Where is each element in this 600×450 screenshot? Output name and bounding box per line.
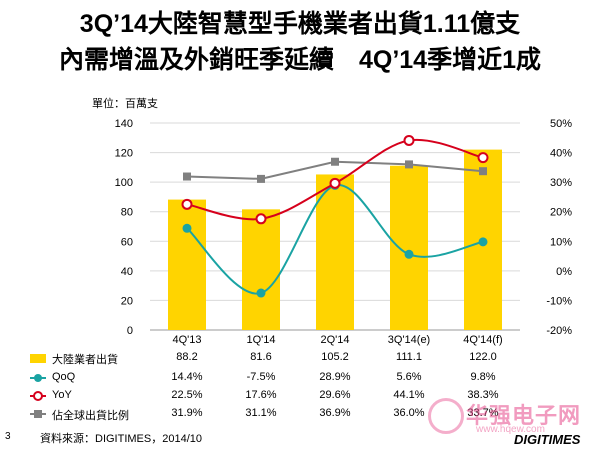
- table-cell: 36.9%: [319, 407, 351, 419]
- legend-key-qoq: [30, 370, 46, 386]
- chart-title-line2: 內需增溫及外銷旺季延續 4Q’14季增近1成: [58, 46, 541, 74]
- table-row: 大陸業者出貨 88.2 81.6 105.2 111.1 122.0: [0, 350, 600, 366]
- table-cell: 29.6%: [319, 389, 351, 401]
- y-left-tick-label: 120: [115, 148, 133, 160]
- watermark-logo-icon: [428, 398, 464, 434]
- legend-key-bar: [30, 350, 46, 366]
- y-left-tick-label: 0: [127, 325, 133, 337]
- x-tick-label: 4Q'13: [172, 334, 201, 346]
- table-row: YoY 22.5% 17.6% 29.6% 44.1% 38.3%: [0, 388, 600, 404]
- y-right-tick-label: 40%: [550, 148, 572, 160]
- table-cell: 31.1%: [245, 407, 277, 419]
- table-cell: 22.5%: [171, 389, 203, 401]
- yoy-point: [403, 134, 415, 146]
- table-row: QoQ 14.4% -7.5% 28.9% 5.6% 9.8%: [0, 370, 600, 386]
- qoq-point: [182, 223, 192, 233]
- qoq-point: [256, 288, 266, 298]
- x-tick-label: 4Q'14(f): [463, 334, 502, 346]
- share-point: [479, 167, 487, 176]
- table-cell: 5.6%: [396, 371, 422, 383]
- y-right-tick-label: 0%: [556, 266, 572, 278]
- page-number: 3: [5, 431, 11, 442]
- share-point: [405, 160, 413, 169]
- table-cell: 44.1%: [393, 389, 425, 401]
- bar: [390, 165, 428, 330]
- table-cell: 9.8%: [470, 371, 496, 383]
- watermark-text: 华强电子网: [466, 403, 582, 428]
- x-tick-label: 3Q'14(e): [388, 334, 430, 346]
- y-left-tick-label: 60: [121, 236, 133, 248]
- table-cell: 14.4%: [171, 371, 203, 383]
- yoy-point: [477, 152, 489, 164]
- y-right-tick-label: -10%: [546, 295, 572, 307]
- yoy-point: [329, 177, 341, 189]
- x-tick-label: 1Q'14: [246, 334, 275, 346]
- y-right-tick-label: 20%: [550, 207, 572, 219]
- table-row-label: QoQ: [52, 371, 76, 383]
- table-cell: 33.7%: [467, 407, 499, 419]
- source-note: 資料來源：DIGITIMES，2014/10: [40, 433, 202, 445]
- y-left-tick-label: 20: [121, 295, 133, 307]
- table-cell: 28.9%: [319, 371, 351, 383]
- x-tick-label: 2Q'14: [320, 334, 349, 346]
- table-row: 佔全球出貨比例 31.9% 31.1% 36.9% 36.0% 33.7%: [0, 406, 600, 422]
- table-row-label: 佔全球出貨比例: [52, 410, 129, 422]
- table-cell: 17.6%: [245, 389, 277, 401]
- y-left-tick-label: 40: [121, 266, 133, 278]
- yoy-point: [181, 198, 193, 210]
- share-point: [257, 174, 265, 183]
- y-right-tick-label: 10%: [550, 236, 572, 248]
- y-left-tick-label: 100: [115, 177, 133, 189]
- qoq-point: [404, 249, 414, 259]
- table-cell: 36.0%: [393, 407, 425, 419]
- table-cell: 111.1: [396, 351, 422, 363]
- table-cell: 105.2: [321, 351, 349, 363]
- y-right-tick-label: 30%: [550, 177, 572, 189]
- bar: [242, 209, 280, 330]
- chart-title-line1: 3Q’14大陸智慧型手機業者出貨1.11億支: [79, 10, 521, 38]
- table-cell: -7.5%: [246, 371, 276, 383]
- y-right-tick-label: 50%: [550, 118, 572, 130]
- table-cell: 81.6: [250, 351, 272, 363]
- table-cell: 38.3%: [467, 389, 499, 401]
- legend-key-share: [30, 406, 46, 422]
- y-left-tick-label: 140: [115, 118, 133, 130]
- table-cell: 122.0: [469, 351, 497, 363]
- y-left-tick-label: 80: [121, 207, 133, 219]
- table-cell: 31.9%: [171, 407, 203, 419]
- bar: [168, 199, 206, 330]
- bar: [316, 174, 354, 330]
- yoy-point: [255, 213, 267, 225]
- watermark-url: www.hqew.com: [476, 424, 545, 435]
- brand-logo: DIGITIMES: [514, 432, 581, 447]
- unit-label: 單位：百萬支: [92, 98, 158, 110]
- table-cell: 88.2: [176, 351, 198, 363]
- y-right-tick-label: -20%: [546, 325, 572, 337]
- table-row-label: 大陸業者出貨: [52, 354, 118, 366]
- legend-key-yoy: [30, 388, 46, 404]
- share-point: [183, 172, 191, 181]
- table-row-label: YoY: [52, 389, 72, 401]
- share-point: [331, 157, 339, 166]
- qoq-point: [478, 237, 488, 247]
